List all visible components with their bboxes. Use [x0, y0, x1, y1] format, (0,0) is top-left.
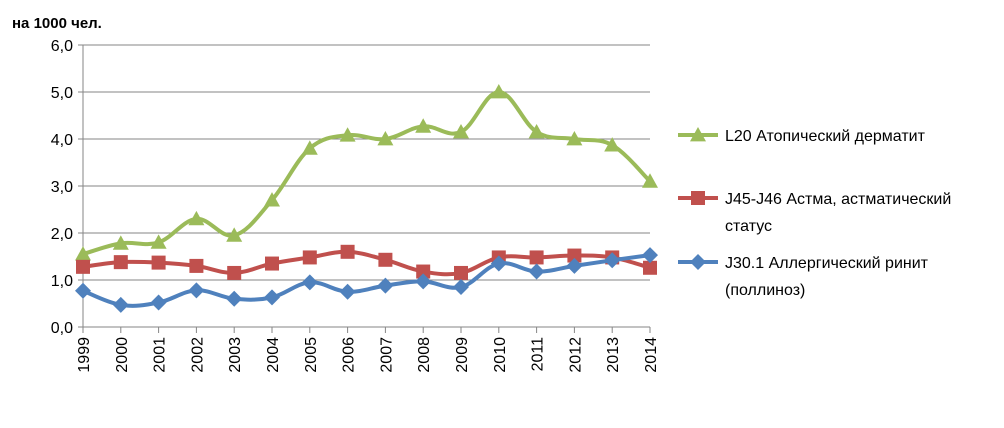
y-tick-label: 0,0: [51, 320, 73, 337]
data-point: [188, 282, 205, 299]
axes: [78, 44, 651, 333]
data-point: [604, 137, 621, 152]
data-point: [566, 131, 583, 146]
data-point: [151, 255, 166, 270]
x-tick-label: 2001: [152, 337, 169, 373]
x-tick-label: 2006: [341, 337, 358, 373]
legend-entry-3: J30.1 Аллергический ринит (поллиноз): [678, 254, 929, 299]
series-1: [75, 84, 658, 261]
legend-label: J30.1 Аллергический ринит: [725, 255, 929, 272]
data-point: [642, 173, 658, 188]
data-point: [76, 259, 90, 274]
data-point: [528, 263, 545, 280]
legend-marker: [690, 254, 706, 270]
data-point: [75, 282, 91, 299]
data-point: [453, 279, 469, 296]
data-point: [529, 250, 544, 265]
data-point: [490, 255, 507, 272]
series-line: [81, 90, 652, 257]
data-point: [265, 256, 279, 271]
data-point: [264, 289, 280, 306]
legend-marker: [691, 191, 705, 205]
x-tick-label: 2011: [530, 337, 547, 372]
y-tick-label: 6,0: [51, 38, 73, 55]
y-tick-label: 3,0: [51, 179, 73, 196]
data-point: [416, 264, 431, 279]
data-point: [643, 260, 657, 275]
series-2: [76, 244, 657, 280]
x-tick-label: 2000: [114, 337, 131, 373]
legend-entry-2: J45-J46 Астма, астматический статус: [678, 191, 951, 235]
data-point: [150, 294, 167, 311]
legend-entry-1: L20 Атопический дерматит: [678, 127, 926, 145]
y-tick-label: 4,0: [51, 132, 73, 149]
data-point: [75, 246, 91, 261]
x-tick-label: 2002: [189, 337, 206, 373]
legend-marker: [690, 127, 706, 142]
data-point: [226, 227, 243, 242]
y-tick-label: 1,0: [51, 273, 73, 290]
legend-label: J45-J46 Астма, астматический: [725, 191, 951, 208]
data-point: [415, 118, 432, 133]
data-point: [378, 252, 393, 267]
series-line: [81, 253, 652, 308]
legend-label: статус: [725, 218, 772, 235]
unit-label: на 1000 чел.: [12, 15, 102, 32]
series-group: [75, 84, 658, 313]
data-point: [112, 235, 129, 250]
x-tick-label: 2010: [492, 337, 509, 373]
legend: L20 Атопический дерматит J45-J46 Астма, а…: [678, 127, 951, 299]
y-axis-ticks: 0,0 1,0 2,0 3,0 4,0 5,0 6,0: [51, 38, 73, 337]
legend-label: L20 Атопический дерматит: [725, 128, 926, 145]
x-tick-label: 2003: [227, 337, 244, 373]
x-tick-label: 2014: [643, 337, 660, 373]
data-point: [264, 192, 280, 207]
data-point: [528, 123, 545, 139]
x-tick-label: 1999: [76, 337, 93, 373]
data-point: [227, 265, 242, 280]
data-point: [339, 283, 356, 300]
data-point: [302, 250, 317, 265]
data-point: [454, 265, 468, 280]
x-tick-label: 2008: [416, 337, 433, 373]
data-point: [566, 257, 583, 274]
x-tick-label: 2009: [454, 337, 471, 373]
series-line: [81, 249, 652, 277]
x-tick-label: 2013: [605, 337, 622, 373]
x-tick-label: 2007: [378, 337, 395, 373]
data-point: [642, 247, 658, 264]
legend-label: (поллиноз): [725, 282, 805, 299]
data-point: [453, 123, 469, 139]
data-point: [226, 290, 243, 307]
x-axis-ticks: 1999 2000 2001 2002 2003 2004 2005 2006 2007 2008…: [76, 337, 660, 373]
x-tick-label: 2004: [265, 337, 282, 373]
gridlines: [83, 44, 650, 281]
x-tick-label: 2005: [303, 337, 320, 373]
data-point: [150, 234, 167, 249]
data-point: [377, 277, 394, 294]
data-point: [567, 248, 582, 263]
data-point: [490, 84, 507, 99]
data-point: [377, 131, 394, 146]
data-point: [339, 127, 356, 142]
y-tick-label: 5,0: [51, 85, 73, 102]
data-point: [340, 244, 355, 259]
data-point: [604, 252, 621, 269]
data-point: [188, 210, 205, 226]
y-tick-label: 2,0: [51, 226, 73, 243]
data-point: [415, 273, 432, 290]
data-point: [189, 258, 204, 273]
data-point: [112, 296, 129, 313]
data-point: [301, 274, 318, 291]
x-tick-label: 2012: [567, 337, 584, 373]
series-3: [75, 247, 658, 313]
data-point: [301, 140, 318, 155]
data-point: [113, 255, 128, 270]
